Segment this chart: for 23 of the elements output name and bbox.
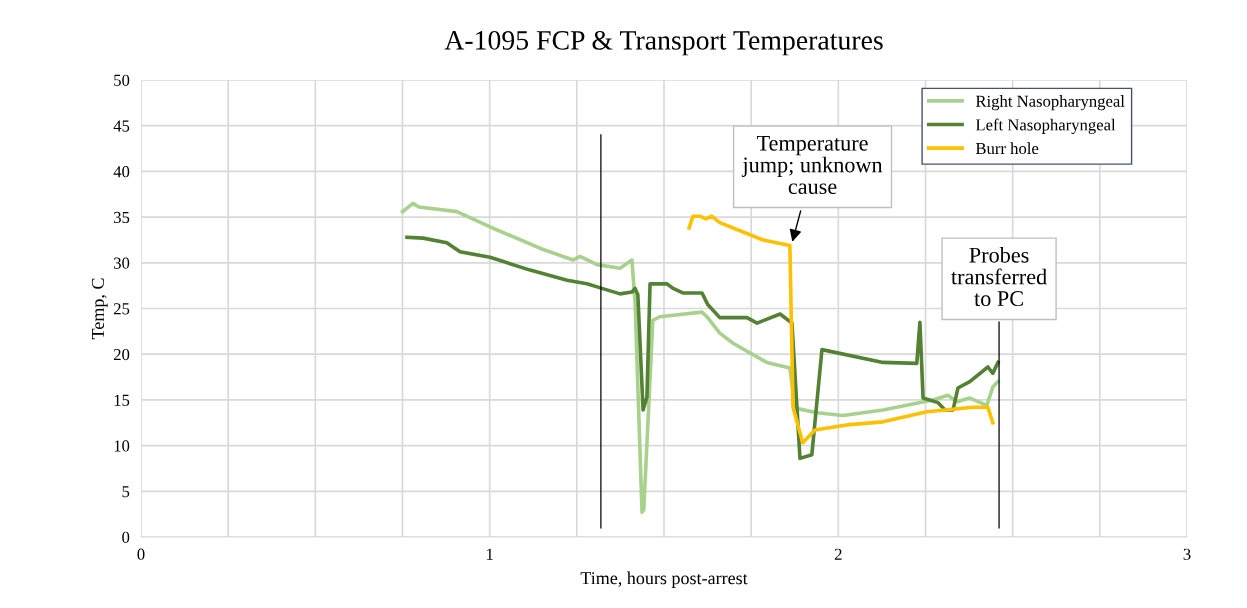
legend-label: Left Nasopharyngeal (975, 118, 1116, 134)
legend-label: Right Nasopharyngeal (975, 95, 1125, 111)
y-axis-title: Temp, C (91, 278, 108, 340)
chart-title: A-1095 FCP & Transport Temperatures (444, 30, 883, 56)
x-tick-label: 1 (486, 548, 493, 560)
ref-line-label: Probes transferred to PC (951, 247, 1047, 307)
x-axis-title: Time, hours post-arrest (580, 571, 748, 588)
y-tick-label: 35 (114, 211, 130, 224)
annotation: Temperature jump; unknown cause (741, 135, 883, 195)
y-tick-label: 25 (113, 303, 130, 315)
x-tick-label: 3 (1183, 548, 1191, 560)
x-tick-label: 0 (137, 548, 145, 560)
x-tick-label: 2 (834, 548, 842, 560)
y-tick-label: 50 (114, 74, 130, 86)
y-tick-label: 0 (122, 531, 130, 543)
y-tick-label: 45 (113, 120, 130, 132)
y-tick-label: 10 (114, 440, 130, 452)
y-tick-label: 5 (122, 486, 130, 498)
y-tick-label: 20 (113, 348, 130, 361)
y-tick-label: 15 (114, 394, 130, 406)
legend-label: Burr hole (975, 142, 1039, 155)
y-tick-label: 30 (114, 257, 130, 269)
y-tick-label: 40 (113, 166, 130, 178)
